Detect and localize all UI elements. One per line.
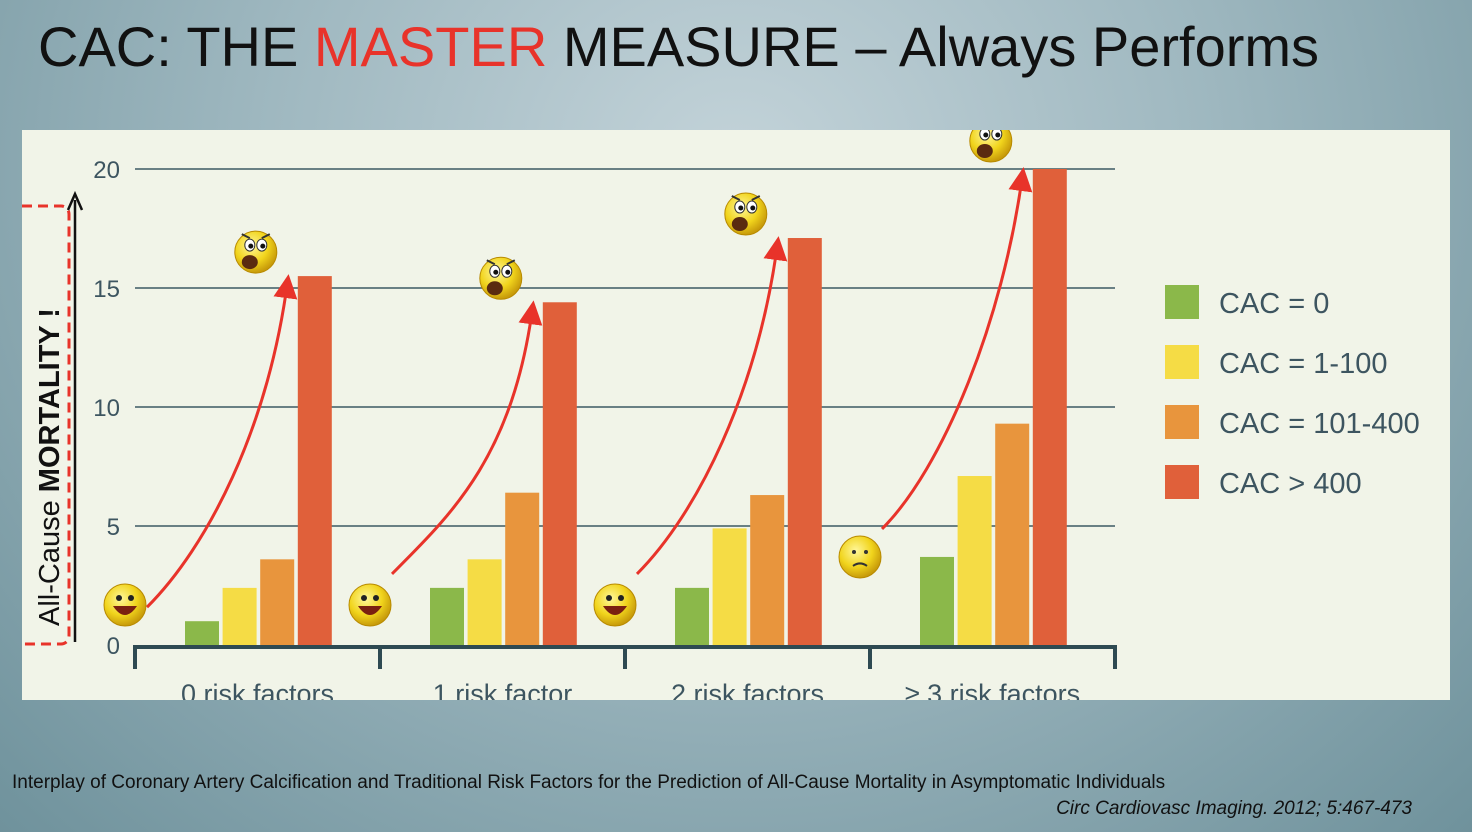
- y-axis-arrowhead: [66, 190, 84, 211]
- legend-label: CAC = 101-400: [1219, 408, 1420, 440]
- legend-swatch: [1165, 285, 1199, 319]
- laughing-face-icon-mouth: [358, 606, 382, 615]
- y-tick-label: 15: [93, 276, 120, 303]
- legend-label: CAC = 1-100: [1219, 348, 1387, 380]
- title-suffix: MEASURE – Always Performs: [547, 15, 1320, 78]
- shocked-face-icon-pupil: [493, 269, 499, 275]
- bar-cac-101-400: [750, 495, 785, 645]
- bar-cac-400: [787, 238, 822, 645]
- laughing-face-icon-eye: [361, 595, 367, 601]
- shocked-face-icon-brow: [486, 259, 516, 266]
- bar-cac-400: [297, 276, 332, 645]
- sad-face-icon-eye: [852, 549, 856, 554]
- bar-chart: 0 5 10 15 20 0 risk factors 1 risk factor 2 ris…: [22, 130, 1420, 700]
- y-label-highlight-box: [22, 204, 71, 646]
- sad-face-icon: [838, 535, 882, 579]
- laughing-face-icon-eye: [606, 595, 612, 601]
- x-tick-label: 2 risk factors: [671, 679, 824, 700]
- bar-cac-1-100: [467, 559, 502, 645]
- shocked-face-icon-brow: [241, 233, 271, 239]
- trend-arrow: [880, 167, 1033, 530]
- shocked-face-icon-pupil: [995, 132, 1001, 138]
- y-label-prefix: All-Cause: [34, 492, 66, 626]
- title-accent: MASTER: [313, 15, 548, 78]
- sad-face-icon-mouth: [852, 562, 868, 567]
- y-label-bold: MORTALITY !: [34, 308, 66, 492]
- shocked-face-icon-mouth: [486, 281, 503, 296]
- x-tick-label: 1 risk factor: [433, 679, 573, 700]
- laughing-face-icon-eye: [373, 595, 379, 601]
- trend-arrow: [390, 300, 543, 575]
- bar-cac-1-100: [222, 587, 257, 645]
- shocked-face-icon-brow: [731, 195, 761, 201]
- shocked-face-icon-pupil: [260, 243, 266, 249]
- y-tick-label: 20: [93, 157, 120, 184]
- bar-cac-101-400: [260, 559, 295, 645]
- trend-arrow: [145, 274, 298, 609]
- shocked-face-icon-mouth: [976, 144, 993, 158]
- shocked-face-icon-pupil: [248, 243, 254, 249]
- shocked-face-icon-mouth: [241, 255, 258, 270]
- laughing-face-icon-eye: [618, 595, 624, 601]
- trend-arrow: [635, 236, 788, 575]
- laughing-face-icon: [348, 583, 392, 627]
- bar-cac-101-400: [995, 423, 1030, 645]
- sad-face-icon-eye: [864, 549, 868, 554]
- bar-cac-0: [675, 587, 709, 645]
- shocked-face-icon-pupil: [983, 132, 989, 138]
- x-tick-label: 0 risk factors: [181, 679, 334, 700]
- laughing-face-icon-eye: [116, 595, 122, 601]
- laughing-face-icon-mouth: [113, 606, 137, 615]
- bar-cac-0: [185, 621, 219, 645]
- reference-title: Interplay of Coronary Artery Calcificati…: [12, 772, 1166, 793]
- shocked-face-icon-pupil: [505, 269, 511, 275]
- citation: Circ Cardiovasc Imaging. 2012; 5:467-473: [1056, 798, 1412, 819]
- y-tick-label: 5: [107, 514, 120, 541]
- shocked-face-icon: [479, 256, 523, 300]
- bar-cac-1-100: [957, 476, 992, 645]
- x-tick-label: ≥ 3 risk factors: [905, 679, 1080, 700]
- bar-cac-0: [430, 587, 464, 645]
- laughing-face-icon-mouth: [603, 606, 627, 615]
- shocked-face-icon-mouth: [731, 217, 748, 232]
- legend-label: CAC > 400: [1219, 468, 1362, 500]
- slide-title: CAC: THE MASTER MEASURE – Always Perform…: [38, 14, 1319, 79]
- shocked-face-icon: [724, 192, 768, 236]
- title-prefix: CAC: THE: [38, 15, 314, 78]
- chart-panel: 0 5 10 15 20 0 risk factors 1 risk factor 2 ris…: [22, 130, 1450, 700]
- legend-swatch: [1165, 345, 1199, 379]
- bar-cac-101-400: [505, 492, 540, 645]
- legend-label: CAC = 0: [1219, 288, 1329, 320]
- bar-cac-1-100: [712, 528, 747, 645]
- y-axis-label: All-Cause MORTALITY !: [34, 308, 66, 626]
- y-tick-label: 0: [107, 633, 120, 660]
- shocked-face-icon: [234, 230, 278, 274]
- bar-cac-400: [542, 302, 577, 645]
- laughing-face-icon: [103, 583, 147, 627]
- shocked-face-icon-pupil: [738, 205, 744, 211]
- legend-swatch: [1165, 405, 1199, 439]
- shocked-face-icon: [969, 130, 1013, 163]
- laughing-face-icon: [593, 583, 637, 627]
- y-tick-label: 10: [93, 395, 120, 422]
- legend-swatch: [1165, 465, 1199, 499]
- laughing-face-icon-eye: [128, 595, 134, 601]
- shocked-face-icon-pupil: [750, 205, 756, 211]
- bar-cac-400: [1032, 169, 1067, 645]
- bar-cac-0: [920, 556, 954, 645]
